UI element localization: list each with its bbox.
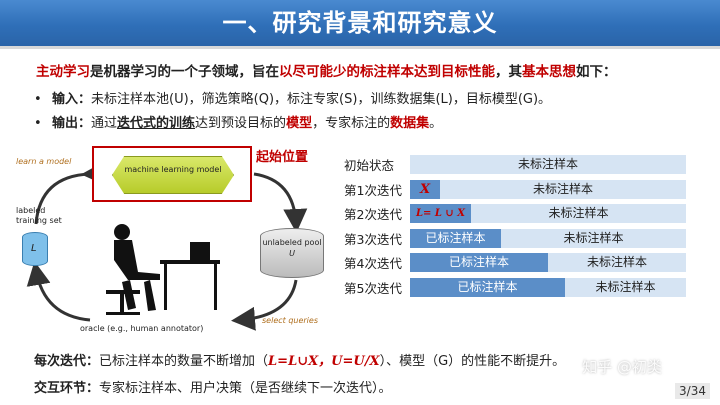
labeled-set-label: labeled training set [16,206,62,225]
iteration-label: 第4次迭代 [344,256,402,271]
iteration-label: 初始状态 [344,158,395,173]
bullet-output-text-1: 通过 [91,116,118,131]
iteration-table: 初始状态 未标注样本 第1次迭代 X 未标注样本 第2次迭代 L= L ∪ X 未标注样本 第3… [344,152,692,299]
iteration-bar: L= L ∪ X 未标注样本 [410,204,686,223]
intro-term: 主动学习 [36,64,90,80]
unlabeled-portion: 未标注样本 [563,230,624,245]
labeled-set-cylinder: L [22,232,48,266]
watermark: 知乎 @初类 [582,358,662,376]
labeled-portion: 已标注样本 [410,228,501,248]
bullet-output-iterative: 迭代式的训练 [117,116,196,131]
iteration-row: 第1次迭代 X 未标注样本 [344,177,692,202]
labeled-portion: 已标注样本 [410,253,548,272]
bullet-output-text-3: ，专家标注的 [312,116,391,131]
summary-interaction-text: 专家标注样本、用户决策（是否继续下一次迭代）。 [99,381,392,396]
unlabeled-portion: 未标注样本 [532,181,593,196]
cycle-arrows [26,161,308,331]
select-label: select queries [262,316,318,325]
iteration-label: 第2次迭代 [344,207,402,222]
bullet-output-text-4: 。 [429,116,443,131]
iteration-bar: 已标注样本 未标注样本 [410,228,686,248]
iteration-row: 第4次迭代 已标注样本 未标注样本 [344,250,692,275]
active-learning-diagram: learn a model machine learning model 起始位… [10,140,340,340]
iteration-bar: 已标注样本 未标注样本 [410,277,686,297]
iteration-row: 初始状态 未标注样本 [344,152,692,177]
summary-formula: L=L∪X，U=U/X [268,354,380,369]
iteration-bar: X 未标注样本 [410,179,686,199]
iteration-row: 第2次迭代 L= L ∪ X 未标注样本 [344,201,692,226]
page-number: 3/34 [675,383,710,399]
bullet-dot: • [34,92,42,107]
pool-symbol: U [289,249,295,258]
annotator-silhouette [106,224,220,315]
bullet-input: • 输入：未标注样本池(U)，筛选策略(Q)，标注专家(S)，训练数据集(L)，目… [34,88,551,107]
iteration-row: 第5次迭代 已标注样本 未标注样本 [344,275,692,300]
iteration-bar: 已标注样本 未标注样本 [410,253,686,272]
bullet-input-label: 输入： [52,92,92,107]
title-divider [0,46,720,49]
iteration-label: 第1次迭代 [344,182,402,198]
unlabeled-portion: 未标注样本 [548,206,609,220]
iteration-row: 第3次迭代 已标注样本 未标注样本 [344,226,692,251]
summary-iteration-label: 每次迭代： [34,354,100,369]
bullet-output-label: 输出： [52,116,92,131]
pool-label: unlabeled pool U [262,238,322,258]
bullet-input-text: 未标注样本池(U)，筛选策略(Q)，标注专家(S)，训练数据集(L)，目标模型(… [91,92,552,107]
iteration-label: 第3次迭代 [344,231,402,247]
intro-text-2: ，其 [495,64,522,80]
intro-text-1: 是机器学习的一个子领域，旨在 [90,64,279,80]
bullet-output-model: 模型 [286,116,313,131]
labeled-portion: L= L ∪ X [410,204,471,223]
bullet-output: • 输出：通过迭代式的训练达到预设目标的模型，专家标注的数据集。 [34,112,442,131]
summary-iteration-text-2: ）、模型（G）的性能不断提升。 [379,354,566,369]
summary-interaction: 交互环节：专家标注样本、用户决策（是否继续下一次迭代）。 [34,377,392,396]
unlabeled-portion: 未标注样本 [595,279,656,294]
slide-title: 一、研究背景和研究意义 [0,0,720,46]
bullet-output-dataset: 数据集 [390,116,430,131]
intro-idea: 基本思想 [522,64,576,80]
learn-label: learn a model [16,157,72,166]
start-box: machine learning model [92,146,252,202]
intro-sentence: 主动学习是机器学习的一个子领域，旨在以尽可能少的标注样本达到目标性能，其基本思想… [36,60,716,80]
labeled-portion: X [410,179,440,199]
unlabeled-portion: 未标注样本 [517,157,578,171]
labeled-symbol: L [31,243,37,254]
summary-iteration-text-1: 已标注样本的数量不断增加（ [99,354,269,369]
iteration-bar: 未标注样本 [410,155,686,174]
intro-goal: 以尽可能少的标注样本达到目标性能 [279,64,495,80]
intro-text-3: 如下： [576,64,617,80]
summary-iteration: 每次迭代：已标注样本的数量不断增加（L=L∪X，U=U/X）、模型（G）的性能不… [34,350,565,369]
start-label: 起始位置 [256,150,309,165]
summary-interaction-label: 交互环节： [34,381,100,396]
labeled-portion: 已标注样本 [410,277,565,297]
model-hexagon: machine learning model [112,156,234,194]
iteration-label: 第5次迭代 [344,280,402,296]
unlabeled-pool-cylinder: unlabeled pool U [260,228,324,278]
bullet-output-text-2: 达到预设目标的 [195,116,287,131]
oracle-label: oracle (e.g., human annotator) [80,324,204,333]
bullet-dot: • [34,116,42,131]
unlabeled-portion: 未标注样本 [586,255,647,269]
